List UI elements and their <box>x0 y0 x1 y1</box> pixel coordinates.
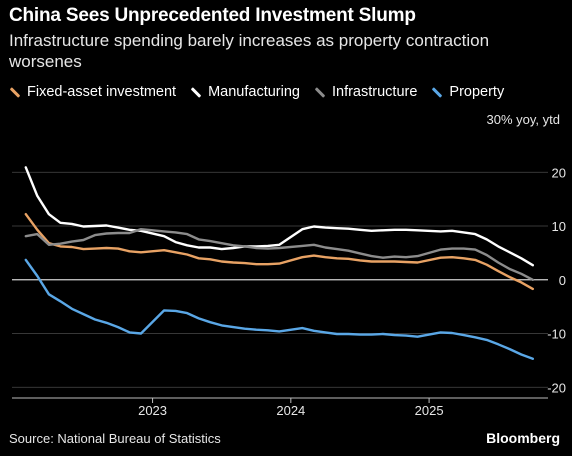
x-tick-label: 2025 <box>415 403 444 418</box>
y-tick-label: -20 <box>547 380 566 395</box>
series-line-infrastructure <box>24 227 534 281</box>
chart-subtitle: Infrastructure spending barely increases… <box>9 31 490 71</box>
x-tick-label: 2023 <box>138 403 167 418</box>
chart-title: China Sees Unprecedented Investment Slum… <box>9 5 416 26</box>
units-label: 30% yoy, ytd <box>486 112 560 127</box>
legend-item-property: Property <box>431 84 504 100</box>
series-line-manufacturing <box>24 166 534 267</box>
legend-label-infrastructure: Infrastructure <box>331 84 418 100</box>
legend-label-fixed-asset: Fixed-asset investment <box>27 84 177 100</box>
chart-legend: Fixed-asset investment Manufacturing Inf… <box>9 84 518 100</box>
bloomberg-logo: Bloomberg <box>486 430 560 446</box>
source-note: Source: National Bureau of Statistics <box>9 431 221 446</box>
legend-item-infrastructure: Infrastructure <box>314 84 417 100</box>
legend-item-manufacturing: Manufacturing <box>190 84 300 100</box>
legend-label-property: Property <box>449 84 505 100</box>
legend-item-fixed-asset: Fixed-asset investment <box>9 84 176 100</box>
y-tick-label: -10 <box>547 327 566 342</box>
series-line-fixed-asset <box>24 212 534 291</box>
x-tick-label: 2024 <box>276 403 305 418</box>
y-tick-label: 20 <box>552 165 566 180</box>
y-tick-label: 0 <box>559 273 566 288</box>
series-line-property <box>24 258 534 360</box>
y-tick-label: 10 <box>552 219 566 234</box>
legend-label-manufacturing: Manufacturing <box>208 84 300 100</box>
